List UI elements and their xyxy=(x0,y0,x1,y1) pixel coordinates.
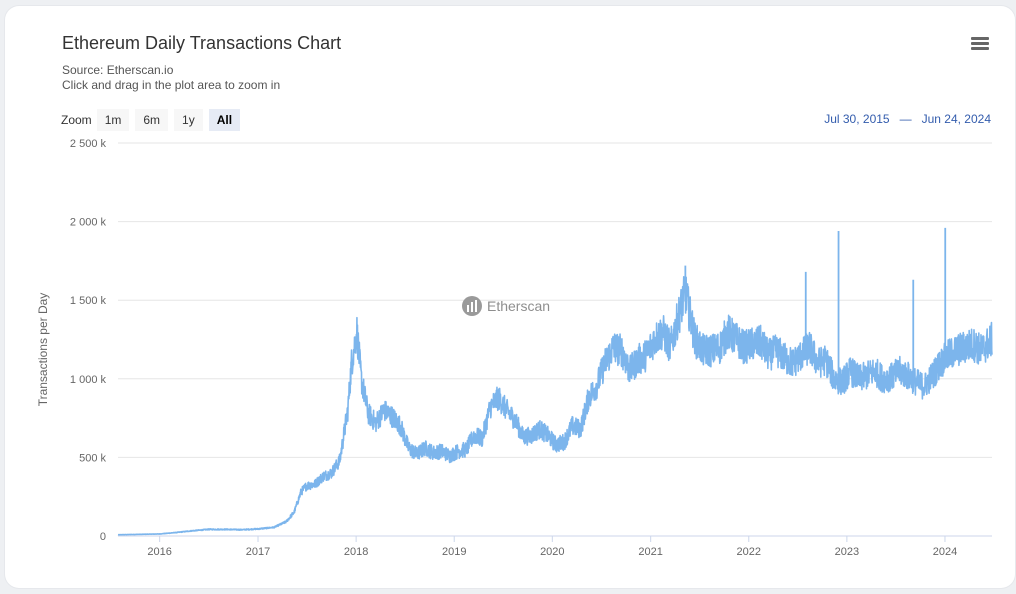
chart-title: Ethereum Daily Transactions Chart xyxy=(62,33,342,53)
zoom-label: Zoom xyxy=(61,113,92,127)
etherscan-logo-icon xyxy=(462,296,482,316)
zoom-1m-button[interactable]: 1m xyxy=(96,109,130,131)
subtitle-hint: Click and drag in the plot area to zoom … xyxy=(62,78,281,92)
y-tick-label: 2 000 k xyxy=(70,217,107,229)
zoom-selector: Zoom 1m 6m 1y All xyxy=(61,109,246,131)
x-tick-label: 2024 xyxy=(933,546,957,558)
etherscan-watermark: Etherscan xyxy=(461,295,550,317)
y-axis-title: Transactions per Day xyxy=(36,293,50,407)
x-tick-label: 2019 xyxy=(442,546,466,558)
x-tick-label: 2016 xyxy=(147,546,171,558)
date-range-separator: — xyxy=(899,112,912,126)
zoom-1y-button[interactable]: 1y xyxy=(174,109,203,131)
y-tick-label: 2 500 k xyxy=(70,138,107,150)
x-tick-label: 2020 xyxy=(540,546,564,558)
hamburger-menu-icon[interactable] xyxy=(971,37,989,51)
date-range-from[interactable]: Jul 30, 2015 xyxy=(824,112,890,126)
zoom-all-button[interactable]: All xyxy=(208,109,241,131)
zoom-6m-button[interactable]: 6m xyxy=(135,109,169,131)
watermark-text: Etherscan xyxy=(487,298,551,314)
series-line xyxy=(117,276,993,536)
date-range-to[interactable]: Jun 24, 2024 xyxy=(921,112,991,126)
x-tick-label: 2017 xyxy=(246,546,270,558)
x-tick-label: 2022 xyxy=(737,546,761,558)
subtitle-source: Source: Etherscan.io xyxy=(62,63,174,77)
chart-plot[interactable]: 0 500 k 1 000 k 1 500 k 2 000 k 2 500 k Transa… xyxy=(5,6,1015,588)
y-tick-label: 0 xyxy=(100,531,106,543)
y-tick-label: 1 000 k xyxy=(70,374,107,386)
chart-subtitle: Source: Etherscan.io Click and drag in t… xyxy=(62,63,280,93)
chart-card: Ethereum Daily Transactions Chart Source… xyxy=(5,6,1015,588)
date-range: Jul 30, 2015 — Jun 24, 2024 xyxy=(824,112,991,126)
x-tick-label: 2021 xyxy=(638,546,662,558)
x-tick-label: 2023 xyxy=(835,546,859,558)
x-tick-label: 2018 xyxy=(344,546,368,558)
y-tick-label: 1 500 k xyxy=(70,295,107,307)
y-tick-label: 500 k xyxy=(79,452,106,464)
